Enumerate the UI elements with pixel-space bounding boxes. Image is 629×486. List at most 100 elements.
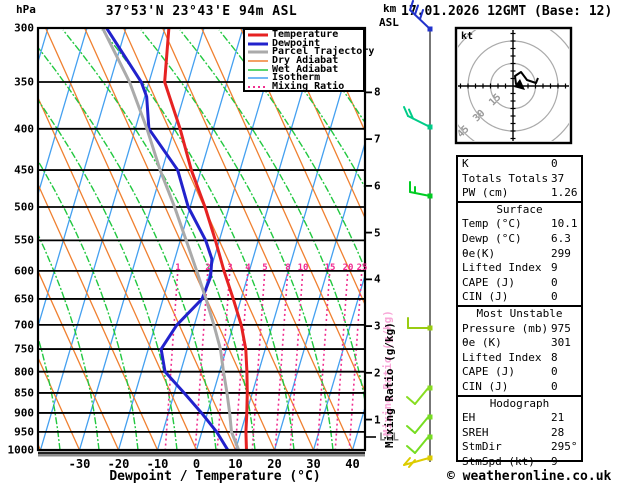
wind-barb-stroke bbox=[409, 191, 431, 197]
wind-barb-right-angle bbox=[407, 317, 433, 331]
wind-barb-arrow bbox=[403, 455, 433, 468]
table-row: θe(K) 299 bbox=[458, 247, 581, 262]
dry-adiabat-line bbox=[38, 182, 159, 450]
legend-line-sample bbox=[248, 60, 268, 62]
table-row-label: CIN (J) bbox=[462, 290, 509, 304]
legend-item: Wet Adiabat bbox=[245, 64, 363, 74]
table-row-label: Dewp (°C) bbox=[462, 231, 522, 245]
station-title: 37°53'N 23°43'E 94m ASL bbox=[105, 4, 298, 19]
dry-adiabat-line bbox=[240, 28, 365, 307]
wind-barb-stroke bbox=[414, 435, 430, 454]
wet-adiabat-line bbox=[38, 99, 178, 450]
isotherm-line bbox=[312, 273, 365, 450]
mixing-ratio-value-label: 15 bbox=[324, 263, 336, 273]
wet-adiabat-line bbox=[101, 29, 295, 450]
pressure-tick-label: 650 bbox=[14, 292, 34, 306]
table-section-header: Most Unstable bbox=[476, 306, 563, 320]
table-row-value: 8 bbox=[551, 350, 558, 364]
wet-adiabat-line bbox=[38, 159, 139, 450]
altitude-axis-unit-asl: ASL bbox=[379, 16, 399, 29]
temperature-tick-label: -30 bbox=[68, 457, 91, 471]
wind-barb-stroke bbox=[403, 457, 430, 466]
legend-line-sample bbox=[248, 68, 268, 71]
table-row-value: 299 bbox=[551, 246, 571, 260]
km-tick-label: 8 bbox=[374, 85, 381, 99]
isotherm-line bbox=[195, 28, 322, 450]
plot-border bbox=[36, 26, 367, 452]
table-row-label: θe (K) bbox=[462, 336, 502, 350]
pressure-tick-label: 350 bbox=[14, 75, 34, 89]
legend-item: Dry Adiabat bbox=[245, 55, 363, 67]
legend-label: Temperature bbox=[272, 29, 339, 41]
legend-item: Dewpoint bbox=[245, 37, 363, 49]
km-tick-label: 4 bbox=[374, 272, 381, 286]
dry-adiabat-line bbox=[279, 28, 365, 220]
table-row-value: 0 bbox=[551, 365, 558, 379]
legend-label: Dry Adiabat bbox=[272, 55, 339, 67]
temperature-tick-label: 30 bbox=[306, 457, 321, 471]
table-row: θe (K) 301 bbox=[458, 336, 581, 351]
pressure-tick-label: 550 bbox=[14, 233, 34, 247]
wind-barb-node bbox=[427, 414, 433, 420]
isotherm-line bbox=[78, 28, 205, 450]
table-row-value: 10.1 bbox=[551, 217, 578, 231]
table-row: Dewp (°C) 6.3 bbox=[458, 232, 581, 247]
dry-adiabat-line bbox=[84, 28, 276, 450]
table-row-value: 9 bbox=[551, 454, 558, 468]
wet-adiabat-line bbox=[257, 29, 365, 189]
table-row: CAPE (J) 0 bbox=[458, 276, 581, 291]
wet-adiabat-line bbox=[296, 29, 365, 124]
x-axis-title: Dewpoint / Temperature (°C) bbox=[109, 469, 321, 484]
wind-barb-stroke bbox=[414, 386, 430, 405]
table-row-value: 0 bbox=[551, 275, 558, 289]
table-row-value: 1.26 bbox=[551, 186, 578, 200]
dry-adiabat-line bbox=[162, 28, 354, 450]
wind-barb-flag3 bbox=[409, 0, 433, 32]
pressure-tick-label: 300 bbox=[14, 21, 34, 35]
wet-adiabat-line bbox=[38, 46, 217, 450]
wind-barb-stroke bbox=[414, 415, 430, 434]
altitude-axis-unit-km: km bbox=[383, 2, 397, 15]
wind-barb-stroke bbox=[406, 396, 416, 405]
table-row-label: θe(K) bbox=[462, 246, 496, 260]
table-row: StmSpd (kt) 9 bbox=[458, 455, 581, 470]
table-row-value: 295° bbox=[551, 440, 578, 454]
wind-barb-stroke bbox=[414, 4, 419, 16]
table-row-label: PW (cm) bbox=[462, 186, 509, 200]
table-row: Lifted Index 8 bbox=[458, 351, 581, 366]
copyright-text: © weatheronline.co.uk bbox=[447, 469, 612, 484]
legend-line-sample bbox=[248, 50, 268, 54]
table-row: Lifted Index 9 bbox=[458, 261, 581, 276]
table-row-label: Totals Totals bbox=[462, 171, 549, 185]
table-row-label: Temp (°C) bbox=[462, 217, 522, 231]
table-row: Temp (°C) 10.1 bbox=[458, 217, 581, 232]
table-row: StmDir 295° bbox=[458, 440, 581, 455]
isotherm-line bbox=[117, 28, 244, 450]
legend-item: Isotherm bbox=[245, 73, 363, 83]
pressure-tick-label: 950 bbox=[14, 425, 34, 439]
wind-barb-vee bbox=[406, 385, 433, 405]
series-temperature bbox=[163, 28, 249, 450]
km-tick-label: 7 bbox=[374, 132, 381, 146]
legend-label: Dewpoint bbox=[272, 37, 321, 49]
wind-barb-stroke bbox=[419, 9, 424, 20]
pressure-tick-label: 700 bbox=[14, 318, 34, 332]
legend-line-sample bbox=[248, 85, 268, 88]
table-row-label: StmSpd (kt) bbox=[462, 454, 535, 468]
wind-barb-tick-half bbox=[409, 181, 433, 199]
mixing-ratio-value-label: 25 bbox=[356, 263, 368, 273]
table-row-value: 0 bbox=[551, 290, 558, 304]
isotherm-line bbox=[38, 28, 88, 197]
table-row-value: 28 bbox=[551, 425, 565, 439]
table-row: EH 21 bbox=[458, 411, 581, 426]
legend-line-sample bbox=[248, 42, 268, 46]
series-parcel-trajectory bbox=[101, 28, 241, 450]
series-dewpoint bbox=[104, 28, 230, 450]
table-row: PW (cm) 1.26 bbox=[458, 186, 581, 201]
wet-adiabat-line bbox=[38, 335, 61, 450]
wind-barb-stroke bbox=[403, 106, 409, 117]
wind-barb-stroke bbox=[409, 0, 414, 11]
